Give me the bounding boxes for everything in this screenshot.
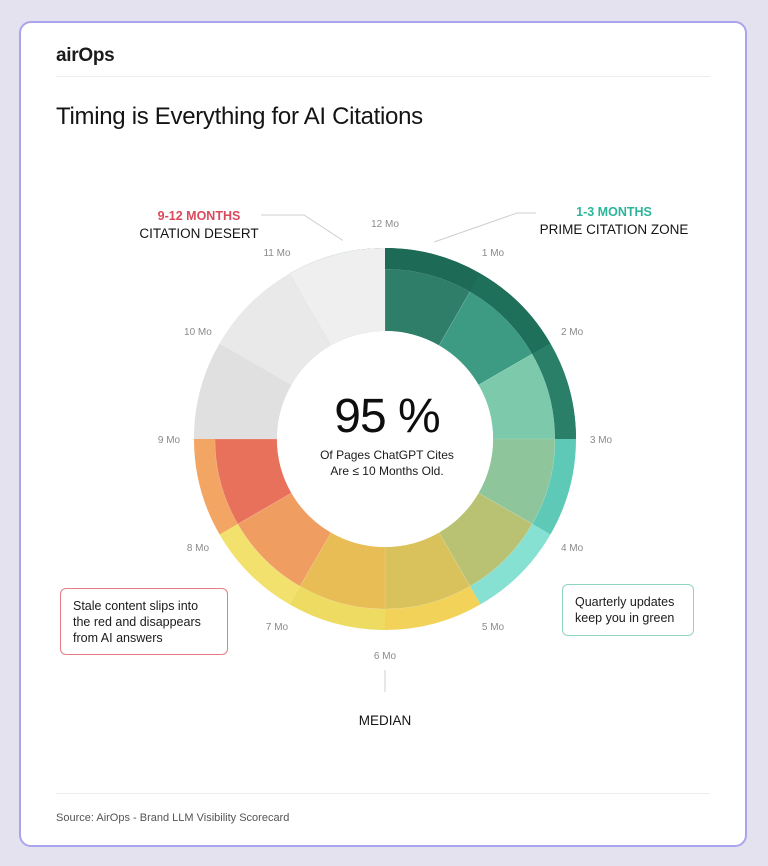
stale-content-callout: Stale content slips into the red and dis… [60, 588, 228, 655]
prime-zone-text: PRIME CITATION ZONE [539, 222, 689, 237]
donut-rim-segment-8 [219, 524, 300, 605]
airops-logo: airOps [56, 45, 115, 66]
source-note: Source: AirOps - Brand LLM Visibility Sc… [56, 812, 290, 824]
tick-label-3: 3 Mo [590, 435, 613, 446]
tick-label-12: 12 Mo [371, 219, 399, 230]
tick-label-7: 7 Mo [266, 622, 289, 633]
page-title: Timing is Everything for AI Citations [56, 103, 423, 130]
footer-divider [56, 793, 710, 794]
citation-desert-label: 9-12 MONTHS CITATION DESERT [138, 209, 260, 241]
donut-rim-segment-7 [289, 586, 385, 630]
donut-rim-segment-5 [470, 524, 551, 605]
headline-percent: 95 % [334, 390, 440, 443]
prime-rim-2 [470, 273, 551, 354]
tick-label-4: 4 Mo [561, 543, 584, 554]
donut-hole [277, 331, 493, 547]
tick-label-5: 5 Mo [482, 622, 505, 633]
prime-rim-3 [532, 343, 576, 439]
headline-caption-line2: Are ≤ 10 Months Old. [330, 464, 444, 478]
infographic-card: airOps Timing is Everything for AI Citat… [19, 21, 747, 847]
desert-wedge-11 [219, 273, 331, 385]
prime-leader-line [433, 212, 536, 243]
quarterly-updates-callout: Quarterly updates keep you in green [562, 584, 694, 636]
headline-caption-line1: Of Pages ChatGPT Cites [320, 448, 454, 462]
prime-rim-1 [385, 248, 481, 292]
donut-chart: 1 Mo 2 Mo 3 Mo 4 Mo 5 Mo 6 Mo 7 Mo 8 Mo 9 Mo 10 M… [158, 212, 613, 692]
tick-label-6: 6 Mo [374, 651, 397, 662]
donut-rim-segment-6 [385, 586, 481, 630]
citation-desert-range: 9-12 MONTHS [157, 209, 241, 223]
tick-label-2: 2 Mo [561, 327, 584, 338]
header-divider [56, 76, 710, 77]
prime-zone-label: 1-3 MONTHS PRIME CITATION ZONE [539, 205, 689, 237]
tick-label-8: 8 Mo [187, 543, 210, 554]
citation-desert-text: CITATION DESERT [139, 226, 259, 241]
desert-leader-line [261, 214, 344, 241]
tick-label-11: 11 Mo [263, 248, 290, 259]
prime-zone-range: 1-3 MONTHS [576, 205, 652, 219]
donut-rim-segment-9 [194, 439, 238, 535]
desert-wedge-12 [289, 248, 385, 346]
desert-wedge-10 [194, 343, 292, 439]
tick-label-9: 9 Mo [158, 435, 181, 446]
center-stat: 95 % Of Pages ChatGPT Cites Are ≤ 10 Mon… [292, 391, 482, 479]
median-label: MEDIAN [358, 713, 412, 728]
donut-rim-segment-4 [532, 439, 576, 535]
tick-label-1: 1 Mo [482, 248, 505, 259]
tick-label-10: 10 Mo [184, 327, 212, 338]
